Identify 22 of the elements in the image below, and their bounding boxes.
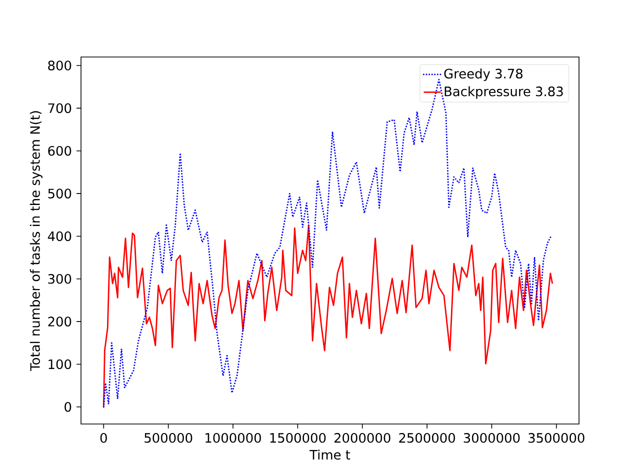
x-tick-label: 2500000 [399, 433, 455, 443]
y-tick-label: 700 [48, 103, 72, 114]
y-tick-label: 800 [48, 60, 72, 70]
line-series [102, 224, 554, 408]
y-tick-label: 100 [48, 359, 72, 370]
x-tick-label: 3000000 [464, 433, 520, 443]
y-axis-title: Total number of tasks in the system N(t) [30, 111, 42, 371]
x-axis-title: Time t [310, 450, 350, 460]
x-tick-label: 1500000 [270, 433, 326, 443]
x-tick-label: 500000 [144, 433, 192, 443]
legend-label: Greedy 3.78 [444, 68, 522, 82]
x-tick-label: 1000000 [206, 433, 261, 443]
x-tick-label: 3500000 [528, 433, 584, 443]
x-tick-label: 2000000 [334, 433, 390, 443]
legend-label: Backpressure 3.83 [444, 86, 563, 99]
y-tick-label: 400 [48, 231, 72, 242]
x-tick-label: 0 [100, 433, 107, 443]
y-tick-label: 0 [64, 402, 72, 412]
y-tick-label: 500 [48, 188, 72, 198]
y-tick-label: 600 [48, 146, 72, 156]
y-tick-label: 300 [48, 274, 72, 284]
y-tick-label: 200 [48, 316, 72, 326]
